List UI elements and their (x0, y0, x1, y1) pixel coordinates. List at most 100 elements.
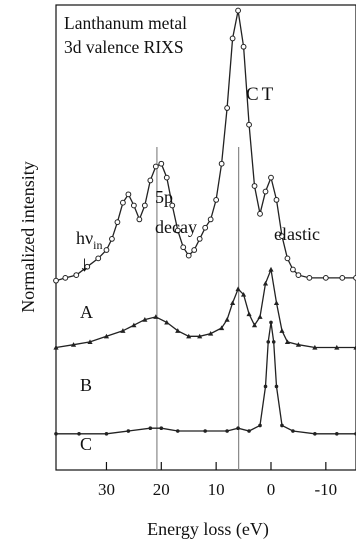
series-b-point (131, 322, 137, 328)
x-tick-label-2: 10 (208, 480, 225, 499)
series-b-point (240, 291, 247, 297)
series-b-point (87, 339, 93, 344)
series-a-point (207, 216, 214, 223)
series-a-point (120, 199, 126, 206)
series-label-b: B (80, 375, 92, 395)
x-tick-label-1: 20 (153, 480, 170, 499)
series-a-point (62, 274, 69, 281)
series-a-point (353, 274, 356, 281)
series-c-point (126, 429, 131, 433)
series-a-point (306, 274, 313, 281)
series-a-point (169, 202, 176, 209)
series-a-point (284, 255, 291, 262)
series-a-point (84, 263, 91, 270)
series-b-point (229, 300, 236, 306)
series-b-point (268, 266, 274, 272)
decay-annotation-line-2: decay (155, 217, 197, 237)
hv-label-main: hν (76, 228, 93, 248)
series-a-point (191, 247, 198, 253)
x-tick-label-3: 0 (267, 480, 276, 499)
series-a-point (262, 188, 269, 195)
series-b-point (353, 344, 356, 350)
series-c-point (54, 432, 58, 436)
series-a (53, 7, 356, 284)
series-b-point (279, 328, 285, 333)
series-a-point (114, 219, 121, 226)
chart-title-line-1: Lanthanum metal (64, 13, 187, 33)
series-label-a: A (80, 302, 93, 322)
series-c-point (104, 432, 109, 436)
hv-label: hνin (76, 228, 102, 252)
series-a-point (229, 35, 236, 42)
series-a-point (295, 272, 302, 278)
series-c-point (175, 429, 180, 433)
chart-title-line-2: 3d valence RIXS (64, 37, 184, 57)
series-c (54, 320, 356, 436)
series-a-point (279, 233, 285, 240)
series-b-line (55, 267, 356, 349)
series-c-point (271, 340, 276, 344)
series-c-point (266, 340, 271, 344)
x-axis-title: Energy loss (eV) (147, 519, 269, 540)
decay-annotation-line-1: 5p (155, 187, 173, 207)
series-b-point (186, 333, 192, 339)
series-c-point (263, 384, 268, 389)
series-b-point (142, 317, 148, 322)
series-b-point (197, 333, 203, 339)
ct-annotation: CT (246, 84, 276, 105)
series-c-point (313, 432, 317, 436)
series-b-point (312, 344, 318, 350)
series-c-point (258, 423, 262, 428)
elastic-annotation: elastic (274, 224, 320, 244)
series-a-point (322, 274, 329, 281)
series-a-point (95, 255, 102, 262)
y-axis-title: Normalized intensity (18, 161, 38, 312)
series-a-point (158, 160, 165, 167)
series-c-point (77, 432, 81, 436)
series-c-point (247, 429, 251, 433)
series-a-point (339, 274, 346, 281)
series-c-point (269, 320, 273, 325)
series-b-point (284, 339, 291, 344)
hv-label-subscript: in (93, 238, 102, 252)
series-a-point (218, 160, 225, 167)
series-c-point (159, 426, 164, 431)
series-c-point (274, 384, 279, 389)
series-b-point (103, 333, 110, 339)
x-tick-label-0: 30 (98, 480, 115, 499)
series-b-point (246, 311, 252, 317)
series-a-point (73, 272, 80, 278)
series-c-point (148, 426, 153, 431)
series-a-point (180, 244, 187, 251)
series-a-point (240, 43, 247, 50)
series-b-point (53, 344, 59, 350)
series-c-point (335, 432, 339, 436)
series-a-point (202, 224, 209, 231)
series-a-point (152, 163, 159, 170)
series-c-point (291, 429, 295, 433)
series-b-point (153, 314, 159, 319)
plot-frame (55, 4, 356, 471)
series-a-point (196, 235, 203, 242)
series-a-point (136, 216, 143, 223)
series-a-point (141, 202, 148, 209)
series-b-point (70, 342, 77, 347)
series-b-point (235, 286, 241, 292)
series-a-point (109, 235, 115, 242)
series-a-point (224, 105, 231, 111)
series-b-point (334, 344, 340, 350)
series-b-point (257, 314, 263, 319)
series-b-point (219, 325, 225, 331)
series-a-point (268, 174, 274, 181)
series-c-point (203, 429, 207, 433)
series-a-point (103, 247, 110, 253)
series-b-point (164, 319, 170, 325)
x-axis-ticks: 30 20 10 0 -10 (98, 462, 337, 499)
series-a-point (163, 174, 170, 181)
series-b-point (251, 322, 258, 328)
series-b (53, 266, 356, 350)
series-label-c: C (80, 434, 92, 454)
series-layer (53, 7, 356, 436)
x-tick-label-4: -10 (314, 480, 337, 499)
